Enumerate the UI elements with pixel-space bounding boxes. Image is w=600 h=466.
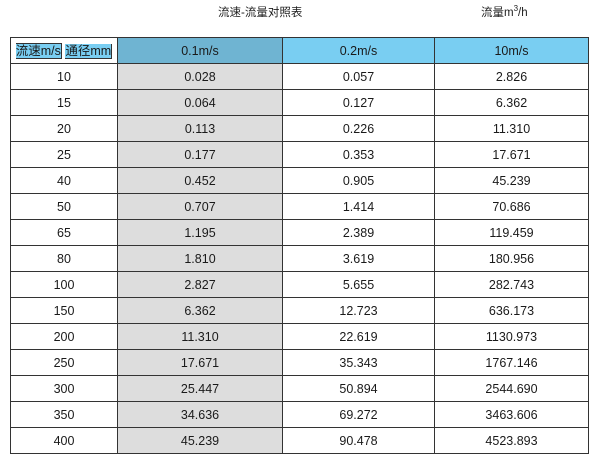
table-body: 流速m/s 通径mm 0.1m/s 0.2m/s 10m/s 10 0.028 … xyxy=(10,37,589,454)
cell-v01: 25.447 xyxy=(117,375,283,402)
table-row: 400 45.239 90.478 4523.893 xyxy=(10,427,589,454)
table-row: 350 34.636 69.272 3463.606 xyxy=(10,401,589,428)
cell-dn: 80 xyxy=(10,245,118,272)
cell-v02: 50.894 xyxy=(282,375,435,402)
cell-v02: 1.414 xyxy=(282,193,435,220)
cell-v02: 5.655 xyxy=(282,271,435,298)
cell-v01: 34.636 xyxy=(117,401,283,428)
cell-v10: 1767.146 xyxy=(434,349,589,376)
table-row: 20 0.113 0.226 11.310 xyxy=(10,115,589,142)
cell-dn: 25 xyxy=(10,141,118,168)
cell-dn: 20 xyxy=(10,115,118,142)
column-header-1: 0.2m/s xyxy=(282,37,435,64)
table-header-row: 流速m/s 通径mm 0.1m/s 0.2m/s 10m/s xyxy=(11,37,589,64)
cell-dn: 65 xyxy=(10,219,118,246)
cell-dn: 15 xyxy=(10,89,118,116)
unit-label-prefix: 流量m xyxy=(481,7,514,19)
cell-v01: 6.362 xyxy=(117,297,283,324)
cell-v02: 35.343 xyxy=(282,349,435,376)
cell-v02: 2.389 xyxy=(282,219,435,246)
cell-v10: 70.686 xyxy=(434,193,589,220)
column-header-0: 0.1m/s xyxy=(117,37,283,64)
corner-header-diameter-label: 通径mm xyxy=(65,43,113,59)
cell-v01: 1.810 xyxy=(117,245,283,272)
cell-v10: 6.362 xyxy=(434,89,589,116)
unit-label: 流量m3/h xyxy=(481,5,528,21)
cell-v10: 4523.893 xyxy=(434,427,589,454)
cell-dn: 300 xyxy=(10,375,118,402)
column-header-2: 10m/s xyxy=(434,37,589,64)
cell-dn: 350 xyxy=(10,401,118,428)
cell-v01: 0.707 xyxy=(117,193,283,220)
cell-v10: 11.310 xyxy=(434,115,589,142)
cell-v02: 0.226 xyxy=(282,115,435,142)
cell-v10: 636.173 xyxy=(434,297,589,324)
cell-v02: 0.057 xyxy=(282,63,435,90)
cell-v10: 119.459 xyxy=(434,219,589,246)
cell-dn: 150 xyxy=(10,297,118,324)
cell-v02: 12.723 xyxy=(282,297,435,324)
table-row: 100 2.827 5.655 282.743 xyxy=(10,271,589,298)
cell-v01: 0.177 xyxy=(117,141,283,168)
table-row: 15 0.064 0.127 6.362 xyxy=(10,89,589,116)
unit-label-suffix: /h xyxy=(518,7,528,19)
table-row: 150 6.362 12.723 636.173 xyxy=(10,297,589,324)
table-row: 25 0.177 0.353 17.671 xyxy=(10,141,589,168)
table-row: 200 11.310 22.619 1130.973 xyxy=(10,323,589,350)
corner-header-cell: 流速m/s 通径mm xyxy=(11,38,118,64)
cell-v10: 282.743 xyxy=(434,271,589,298)
cell-v01: 0.113 xyxy=(117,115,283,142)
cell-dn: 100 xyxy=(10,271,118,298)
cell-dn: 200 xyxy=(10,323,118,350)
cell-v10: 2544.690 xyxy=(434,375,589,402)
caption-row: 流速-流量对照表 流量m3/h xyxy=(0,5,600,27)
cell-v02: 69.272 xyxy=(282,401,435,428)
cell-v01: 17.671 xyxy=(117,349,283,376)
cell-dn: 400 xyxy=(10,427,118,454)
cell-dn: 10 xyxy=(10,63,118,90)
table-row: 50 0.707 1.414 70.686 xyxy=(10,193,589,220)
table-row: 80 1.810 3.619 180.956 xyxy=(10,245,589,272)
cell-v02: 3.619 xyxy=(282,245,435,272)
cell-v10: 3463.606 xyxy=(434,401,589,428)
cell-v10: 180.956 xyxy=(434,245,589,272)
cell-v01: 45.239 xyxy=(117,427,283,454)
table-row: 65 1.195 2.389 119.459 xyxy=(10,219,589,246)
cell-v01: 2.827 xyxy=(117,271,283,298)
cell-v02: 22.619 xyxy=(282,323,435,350)
cell-v02: 0.905 xyxy=(282,167,435,194)
cell-dn: 250 xyxy=(10,349,118,376)
cell-dn: 40 xyxy=(10,167,118,194)
cell-v02: 0.353 xyxy=(282,141,435,168)
cell-v01: 1.195 xyxy=(117,219,283,246)
cell-v10: 45.239 xyxy=(434,167,589,194)
cell-v10: 2.826 xyxy=(434,63,589,90)
table-row: 10 0.028 0.057 2.826 xyxy=(10,63,589,90)
cell-v01: 0.028 xyxy=(117,63,283,90)
corner-header-stack: 流速m/s 通径mm xyxy=(11,39,117,63)
cell-v10: 17.671 xyxy=(434,141,589,168)
cell-v01: 0.452 xyxy=(117,167,283,194)
cell-dn: 50 xyxy=(10,193,118,220)
cell-v02: 0.127 xyxy=(282,89,435,116)
corner-header-velocity-label: 流速m/s xyxy=(15,42,62,59)
table-row: 300 25.447 50.894 2544.690 xyxy=(10,375,589,402)
flow-table-wrapper: 流速m/s 通径mm 0.1m/s 0.2m/s 10m/s 10 0.028 … xyxy=(10,37,589,454)
flow-rate-table: 流速m/s 通径mm 0.1m/s 0.2m/s 10m/s 10 0.028 … xyxy=(10,37,589,454)
table-row: 40 0.452 0.905 45.239 xyxy=(10,167,589,194)
cell-v01: 11.310 xyxy=(117,323,283,350)
cell-v10: 1130.973 xyxy=(434,323,589,350)
page-title: 流速-流量对照表 xyxy=(218,7,303,19)
cell-v01: 0.064 xyxy=(117,89,283,116)
table-row: 250 17.671 35.343 1767.146 xyxy=(10,349,589,376)
cell-v02: 90.478 xyxy=(282,427,435,454)
unit-label-superscript: 3 xyxy=(513,4,519,14)
